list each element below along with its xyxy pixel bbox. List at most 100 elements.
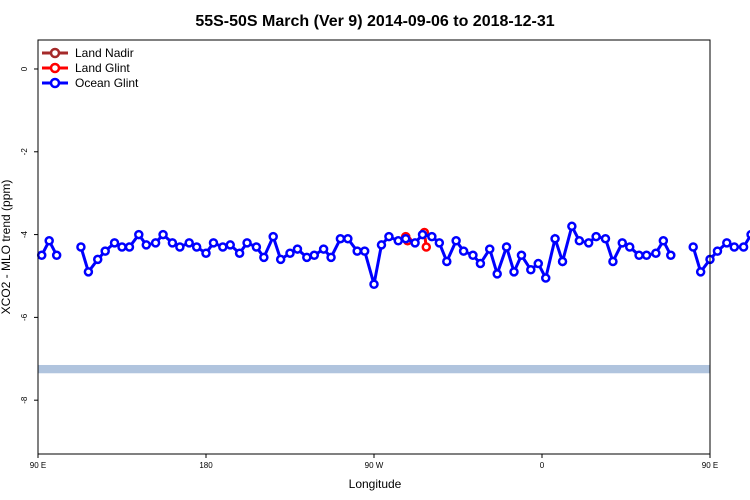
- data-point: [712, 246, 723, 256]
- data-point: [688, 242, 698, 252]
- data-point: [501, 242, 512, 252]
- data-point: [451, 236, 461, 246]
- data-point: [92, 254, 103, 265]
- data-point: [225, 240, 236, 250]
- x-tick-label: 0: [540, 461, 545, 470]
- x-tick-label: 90 E: [30, 461, 46, 470]
- data-point: [369, 279, 379, 290]
- data-point: [526, 265, 536, 275]
- data-point: [540, 273, 551, 283]
- land-band: [38, 364, 710, 374]
- data-point: [722, 238, 732, 248]
- data-point: [167, 238, 178, 248]
- data-point: [326, 252, 336, 263]
- data-point: [583, 238, 594, 248]
- data-point: [191, 242, 202, 252]
- x-tick-label: 180: [199, 461, 213, 470]
- data-point: [376, 240, 387, 250]
- legend-item: Land Glint: [42, 61, 130, 75]
- data-point: [410, 238, 420, 248]
- data-point: [421, 242, 432, 252]
- legend-label: Land Glint: [75, 61, 130, 75]
- data-point: [634, 250, 644, 261]
- series-ocean-glint: [36, 221, 750, 290]
- data-point: [695, 267, 706, 277]
- data-point: [158, 229, 168, 240]
- y-tick-label: -4: [20, 230, 29, 238]
- y-axis: 0 -2 -4 -6 -8: [20, 66, 38, 404]
- data-point: [242, 238, 252, 248]
- data-point: [427, 231, 437, 242]
- data-point: [335, 233, 346, 244]
- x-axis-label: Longitude: [349, 477, 402, 491]
- data-point: [268, 231, 278, 242]
- legend-swatch-marker: [49, 62, 61, 74]
- data-point: [352, 246, 362, 256]
- data-point: [318, 244, 329, 254]
- data-point: [600, 233, 611, 244]
- x-axis: 90 E 180 90 W 0 90 E: [30, 454, 718, 470]
- data-point: [624, 242, 635, 252]
- data-point: [51, 250, 62, 261]
- data-point: [44, 236, 54, 246]
- data-point: [567, 221, 577, 232]
- data-point: [738, 242, 749, 252]
- x-tick-label: 90 W: [365, 461, 384, 470]
- data-point: [175, 242, 185, 252]
- data-point: [275, 254, 286, 265]
- data-point: [658, 236, 669, 246]
- data-point: [141, 240, 152, 250]
- data-point: [516, 250, 527, 261]
- y-tick-label: 0: [20, 66, 29, 71]
- data-point: [729, 242, 740, 252]
- land-band-rect: [38, 364, 710, 374]
- data-point: [292, 244, 303, 254]
- data-point: [666, 250, 676, 261]
- data-point: [117, 242, 127, 252]
- data-point: [492, 269, 502, 279]
- data-point: [359, 246, 370, 256]
- data-point: [746, 229, 750, 240]
- data-point: [184, 238, 194, 248]
- data-point: [651, 248, 661, 258]
- data-point: [259, 252, 269, 263]
- data-point: [234, 248, 245, 258]
- data-point: [458, 246, 469, 256]
- data-point: [384, 231, 394, 242]
- data-point: [134, 229, 144, 240]
- data-point: [550, 233, 560, 244]
- data-point: [400, 233, 411, 244]
- data-point: [83, 267, 94, 277]
- legend-swatch-marker: [49, 47, 61, 59]
- data-point: [302, 252, 312, 263]
- data-point: [208, 238, 219, 248]
- data-point: [285, 248, 295, 258]
- legend-swatch-marker: [49, 77, 61, 89]
- legend-item: Ocean Glint: [42, 76, 139, 90]
- data-point: [124, 242, 135, 252]
- series-layer: [36, 221, 750, 290]
- y-tick-label: -6: [20, 313, 29, 321]
- data-point: [393, 236, 404, 246]
- data-point: [36, 250, 47, 261]
- data-point: [76, 242, 86, 252]
- data-point: [509, 267, 519, 277]
- data-point: [641, 250, 652, 261]
- data-point: [218, 242, 228, 252]
- data-point: [475, 258, 486, 269]
- data-point: [591, 231, 601, 242]
- data-point: [150, 238, 161, 248]
- data-point: [100, 246, 110, 256]
- data-point: [557, 256, 568, 267]
- y-axis-label: XCO2 - MLO trend (ppm): [0, 180, 13, 315]
- data-point: [533, 258, 544, 269]
- data-point: [201, 248, 211, 258]
- data-point: [251, 242, 262, 252]
- chart-title: 55S-50S March (Ver 9) 2014-09-06 to 2018…: [195, 13, 554, 30]
- legend-label: Ocean Glint: [75, 76, 139, 90]
- data-point: [574, 236, 585, 246]
- series-line: [79, 222, 673, 285]
- data-point: [434, 238, 445, 248]
